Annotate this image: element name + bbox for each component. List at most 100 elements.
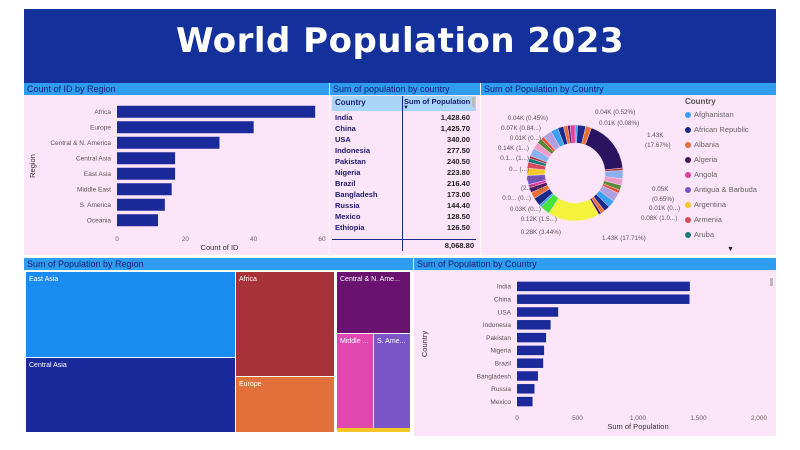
treemap-tile[interactable]: Central & N. Ame... bbox=[337, 272, 410, 333]
pop-table-panel[interactable]: Sum of population by country Country Sum… bbox=[330, 83, 480, 255]
bar[interactable] bbox=[117, 214, 158, 227]
data-label: 0.04K (0.45%) bbox=[508, 115, 548, 122]
bar[interactable] bbox=[517, 307, 559, 317]
cell-population: 240.50 bbox=[447, 157, 470, 166]
sort-desc-icon[interactable]: ▼ bbox=[403, 105, 409, 111]
cell-population: 144.40 bbox=[447, 201, 470, 210]
x-tick-label: 1,000 bbox=[630, 415, 647, 422]
legend-item[interactable]: Antigua & Barbuda bbox=[685, 185, 757, 194]
bar[interactable] bbox=[517, 281, 690, 292]
bar[interactable] bbox=[517, 332, 547, 343]
treemap-tile-label: East Asia bbox=[29, 276, 59, 283]
category-label: S. America bbox=[80, 202, 112, 209]
data-label: 0.01K (0...) bbox=[649, 205, 680, 212]
table-row[interactable]: Brazil 216.40 bbox=[332, 178, 474, 189]
donut-slice[interactable] bbox=[585, 127, 623, 171]
cell-population: 216.40 bbox=[447, 179, 470, 188]
table-row[interactable]: China 1,425.70 bbox=[332, 123, 474, 134]
table-scrollbar[interactable] bbox=[472, 97, 475, 107]
treemap-tile[interactable]: East Asia bbox=[26, 272, 235, 357]
cell-country: India bbox=[335, 113, 353, 122]
bar[interactable] bbox=[117, 105, 316, 118]
data-label: 0.12K (1.5...) bbox=[521, 216, 557, 223]
category-label: China bbox=[494, 297, 511, 304]
legend-item[interactable]: African Republic bbox=[685, 125, 749, 134]
table-total: 8,068.80 bbox=[444, 241, 474, 250]
treemap-tile-label: Europe bbox=[239, 381, 262, 388]
cell-country: Bangladesh bbox=[335, 190, 378, 199]
bar[interactable] bbox=[517, 371, 538, 381]
y-axis-title: Region bbox=[28, 154, 37, 178]
cell-population: 340.00 bbox=[447, 135, 470, 144]
donut-slice[interactable] bbox=[569, 124, 576, 144]
treemap-tile-label: S. Ame... bbox=[377, 338, 406, 345]
legend-item[interactable]: Argentina bbox=[685, 200, 726, 209]
legend-scroll-down-icon[interactable]: ▼ bbox=[727, 246, 734, 253]
legend-item[interactable]: Algeria bbox=[685, 155, 717, 164]
table-row[interactable]: Pakistan 240.50 bbox=[332, 156, 474, 167]
bar[interactable] bbox=[117, 121, 254, 134]
treemap-tile[interactable] bbox=[337, 428, 410, 432]
donut-chart: 0.04K (0.52%) 0.04K (0.45%) 0.01K (0.08%) 0… bbox=[498, 109, 680, 242]
donut-panel[interactable]: Sum of Population by Country 0.04K (0.52… bbox=[481, 83, 776, 255]
bar[interactable] bbox=[117, 136, 220, 149]
x-tick-label: 0 bbox=[515, 415, 519, 422]
cell-population: 128.50 bbox=[447, 212, 470, 221]
bar[interactable] bbox=[517, 345, 545, 356]
treemap-panel[interactable]: Sum of Population by Region East Asia Cen… bbox=[24, 258, 413, 436]
bar[interactable] bbox=[517, 320, 551, 330]
legend-label: Aruba bbox=[694, 230, 715, 239]
bar[interactable] bbox=[517, 358, 544, 368]
col-country-header[interactable]: Country bbox=[335, 98, 366, 107]
data-label: 0.01K (0.08%) bbox=[599, 120, 639, 127]
legend-item[interactable]: Afghanistan bbox=[685, 110, 734, 119]
data-label: 0.05K bbox=[652, 186, 669, 193]
data-label: 0.14K (1...) bbox=[498, 145, 529, 152]
treemap-tile[interactable]: Africa bbox=[236, 272, 334, 376]
table-row[interactable]: Mexico 128.50 bbox=[332, 211, 474, 222]
data-label: 0.28K (3.44%) bbox=[521, 229, 561, 236]
treemap-tile[interactable]: Europe bbox=[236, 377, 334, 432]
table-row[interactable]: India 1,428.60 bbox=[332, 112, 474, 123]
cell-population: 223.80 bbox=[447, 168, 470, 177]
data-label: 0.03K (0...) bbox=[510, 206, 541, 213]
cell-population: 126.50 bbox=[447, 223, 470, 232]
bar[interactable] bbox=[517, 396, 533, 407]
legend-swatch bbox=[685, 187, 691, 194]
legend-item[interactable]: Albania bbox=[685, 140, 719, 149]
table-row[interactable]: Nigeria 223.80 bbox=[332, 167, 474, 178]
bar[interactable] bbox=[117, 183, 172, 196]
bar[interactable] bbox=[117, 167, 176, 180]
category-label: India bbox=[497, 284, 511, 291]
col-pop-header[interactable]: Sum of Population bbox=[404, 97, 471, 106]
x-tick-label: 500 bbox=[572, 415, 583, 422]
bar[interactable] bbox=[117, 198, 165, 211]
legend-label: Antigua & Barbuda bbox=[694, 185, 757, 194]
table-row[interactable]: Russia 144.40 bbox=[332, 200, 474, 211]
cell-country: Pakistan bbox=[335, 157, 366, 166]
legend-item[interactable]: Aruba bbox=[685, 230, 714, 239]
category-label: USA bbox=[498, 309, 512, 316]
treemap-tile[interactable]: S. Ame... bbox=[374, 334, 410, 428]
x-tick-label: 0 bbox=[115, 236, 119, 243]
donut-slice[interactable] bbox=[589, 197, 602, 215]
legend-item[interactable]: Angola bbox=[685, 170, 717, 179]
treemap-tile[interactable]: Middle ... bbox=[337, 334, 373, 428]
chart-scrollbar[interactable] bbox=[770, 278, 773, 286]
treemap-tile[interactable]: Central Asia bbox=[26, 358, 235, 432]
pop-by-country-panel[interactable]: Sum of Population by Country India China U… bbox=[414, 258, 776, 436]
donut-slice[interactable] bbox=[581, 125, 592, 146]
category-label: Africa bbox=[94, 109, 111, 116]
legend-item[interactable]: Armenia bbox=[685, 215, 722, 224]
bar[interactable] bbox=[517, 294, 690, 304]
table-row[interactable]: Indonesia 277.50 bbox=[332, 145, 474, 156]
data-label: 0.07K (0.84...) bbox=[501, 125, 541, 132]
count-by-region-panel[interactable]: Count of ID by Region Africa Europe Centra… bbox=[24, 83, 329, 255]
bar[interactable] bbox=[517, 384, 535, 394]
table-row[interactable]: Ethiopia 126.50 bbox=[332, 222, 474, 233]
bar[interactable] bbox=[117, 152, 176, 165]
treemap-tile-label: Africa bbox=[239, 276, 257, 283]
category-label: Pakistan bbox=[486, 335, 511, 342]
table-row[interactable]: Bangladesh 173.00 bbox=[332, 189, 474, 200]
table-row[interactable]: USA 340.00 bbox=[332, 134, 474, 145]
